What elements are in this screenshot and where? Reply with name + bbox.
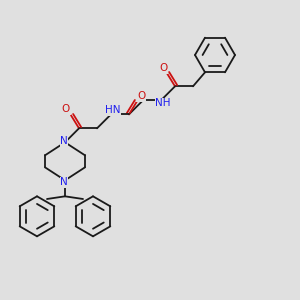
Text: O: O — [159, 63, 167, 73]
Text: O: O — [137, 91, 145, 101]
Text: NH: NH — [155, 98, 171, 108]
Text: HN: HN — [105, 105, 121, 115]
Text: O: O — [62, 104, 70, 114]
Text: N: N — [60, 136, 68, 146]
Text: N: N — [60, 177, 68, 187]
